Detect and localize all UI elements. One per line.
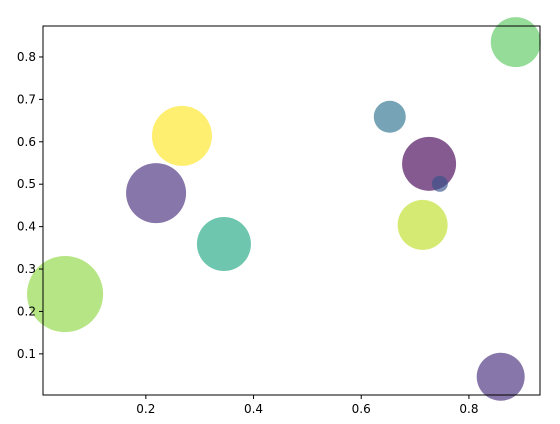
y-tick-label: 0.6	[17, 135, 36, 149]
bubble	[431, 175, 448, 192]
bubble	[151, 105, 212, 166]
bubble	[126, 163, 187, 224]
y-tick-label: 0.8	[17, 50, 36, 64]
y-tick-label: 0.5	[17, 177, 36, 191]
bubble	[402, 136, 457, 191]
bubble	[476, 352, 525, 401]
y-tick-label: 0.2	[17, 304, 36, 318]
x-tick-label: 0.8	[459, 402, 478, 416]
x-tick-label: 0.4	[244, 402, 263, 416]
x-tick-label: 0.2	[136, 402, 155, 416]
y-tick-label: 0.4	[17, 220, 36, 234]
x-tick-label: 0.6	[352, 402, 371, 416]
bubble	[196, 217, 251, 272]
y-tick-label: 0.1	[17, 347, 36, 361]
bubble	[490, 17, 541, 68]
plot-frame	[42, 25, 541, 396]
y-tick-label: 0.7	[17, 92, 36, 106]
bubble	[373, 100, 406, 133]
y-tick-label: 0.3	[17, 262, 36, 276]
bubble	[397, 199, 448, 250]
bubble	[27, 256, 104, 333]
